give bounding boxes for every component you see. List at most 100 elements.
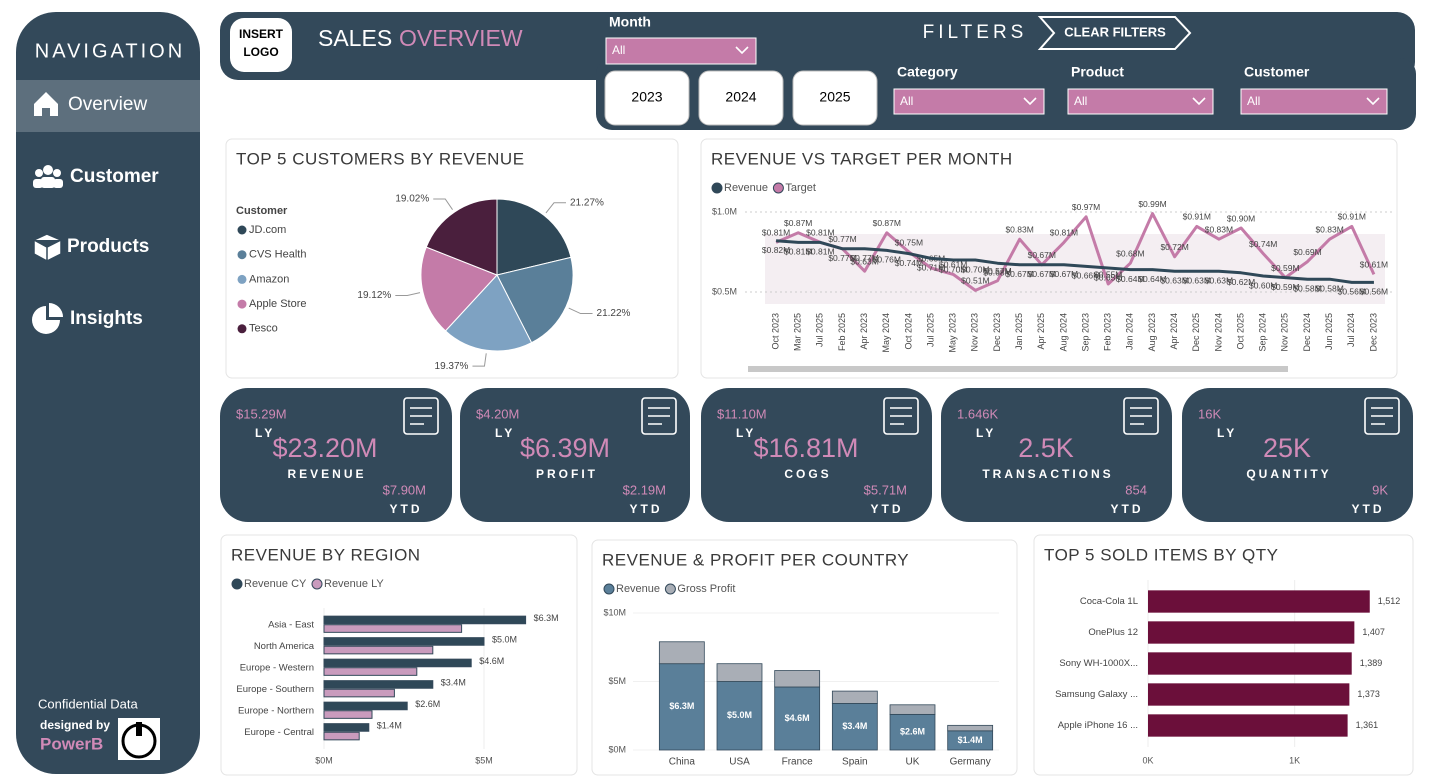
data-label: $0.77M: [828, 253, 856, 263]
chart-title: REVENUE BY REGION: [231, 545, 421, 564]
kpi-label: REVENUE: [287, 467, 366, 481]
bar-segment: [774, 686, 821, 751]
kpi-icon-detail: [1130, 407, 1152, 425]
home-icon: [34, 92, 58, 116]
bar-segment: [658, 641, 705, 665]
kpi-ytd-value: 854: [1125, 482, 1147, 497]
bar: [1148, 714, 1348, 737]
data-label: $0.58M: [1315, 283, 1343, 293]
y-tick-label: Europe - Northern: [238, 705, 314, 716]
kpi-label: COGS: [784, 467, 831, 481]
bar: [323, 723, 370, 732]
year-label: 2024: [725, 89, 756, 105]
nav-item[interactable]: Products: [67, 236, 149, 257]
y-tick-label: Europe - Central: [244, 727, 314, 738]
kpi-label: TRANSACTIONS: [982, 467, 1113, 481]
filter-label: Category: [897, 64, 958, 80]
x-tick-label: May 2024: [881, 313, 891, 353]
x-tick-label: Dec 2023: [992, 313, 1002, 352]
data-label: $0.67M: [1028, 269, 1056, 279]
data-label: $0.69M: [1293, 247, 1321, 257]
legend-label: Apple Store: [249, 298, 306, 310]
legend-marker: [311, 578, 323, 590]
x-tick-label: Sep 2023: [1080, 313, 1090, 352]
legend-marker: [231, 578, 243, 590]
y-tick-label: Coca-Cola 1L: [1080, 596, 1138, 607]
filter-label: Customer: [1244, 64, 1310, 80]
kpi-icon-detail: [410, 407, 432, 425]
nav-item[interactable]: Insights: [70, 308, 143, 329]
bar: [323, 731, 360, 741]
data-label: $0.81M: [784, 247, 812, 257]
customer-dropdown[interactable]: [1240, 88, 1388, 115]
x-tick-label: Jun 2025: [1324, 313, 1334, 350]
x-tick-label: Jul 2025: [815, 313, 825, 347]
data-label: $2.6M: [900, 727, 925, 737]
x-tick-label: Dec 2024: [1302, 313, 1312, 352]
year-button[interactable]: [698, 70, 784, 126]
pie-label: 21.27%: [570, 197, 604, 208]
year-button[interactable]: [792, 70, 878, 126]
kpi-value: $6.39M: [520, 433, 610, 463]
data-label: 1,389: [1360, 658, 1383, 668]
nav-item[interactable]: Overview: [68, 94, 147, 115]
legend-marker: [664, 583, 676, 595]
x-tick-label: $5M: [475, 755, 493, 765]
leader-line: [395, 292, 421, 297]
category-dropdown[interactable]: [893, 88, 1045, 115]
bar-segment: [889, 713, 936, 751]
kpi-card: [460, 388, 690, 522]
x-tick-label: Oct 2023: [770, 313, 780, 350]
scrollbar[interactable]: [748, 366, 1288, 372]
y-tick-label: Europe - Southern: [236, 684, 314, 695]
data-label: $3.4M: [441, 677, 466, 687]
chart-title: TOP 5 CUSTOMERS BY REVENUE: [236, 149, 525, 168]
kpi-ly-value: $15.29M: [236, 406, 287, 421]
bar: [323, 615, 527, 625]
nav-title: NAVIGATION: [35, 40, 185, 62]
clear-filters-button[interactable]: [1037, 16, 1192, 50]
bar: [323, 701, 408, 711]
kpi-ytd-label: YTD: [390, 502, 423, 516]
data-label: $0.58M: [1293, 283, 1321, 293]
legend-label: Revenue: [724, 182, 768, 194]
footer-text: designed by: [40, 718, 110, 732]
data-label: $0.83M: [1005, 224, 1033, 234]
bar: [323, 688, 395, 698]
brand-logo-bar: [136, 722, 142, 736]
month-dropdown[interactable]: [605, 37, 757, 65]
data-label: $0.67M: [1050, 269, 1078, 279]
data-label: $0.83M: [1315, 224, 1343, 234]
data-label: $0.57M: [983, 266, 1011, 276]
data-label: $0.90M: [1227, 213, 1255, 223]
year-button[interactable]: [604, 70, 690, 126]
bar: [1148, 621, 1355, 644]
leader-line: [568, 307, 593, 315]
chart-title: REVENUE & PROFIT PER COUNTRY: [602, 550, 909, 569]
kpi-ly-value: $11.10M: [717, 406, 767, 421]
data-label: 1,361: [1356, 720, 1379, 730]
pie-slice: [420, 246, 498, 332]
data-label: $0.55M: [1094, 269, 1122, 279]
kpi-card: [941, 388, 1172, 522]
kpi-ly-value: 1.646K: [957, 406, 999, 421]
dropdown-value: All: [612, 43, 625, 57]
legend-label: Revenue LY: [324, 578, 384, 590]
y-tick-label: Apple iPhone 16 ...: [1058, 720, 1138, 731]
data-label: $5.0M: [492, 634, 517, 644]
kpi-label: PROFIT: [536, 467, 598, 481]
product-dropdown[interactable]: [1067, 88, 1214, 115]
kpi-ytd-value: $7.90M: [383, 482, 426, 497]
legend-marker: [237, 299, 247, 309]
legend-marker: [237, 225, 247, 235]
bar-segment: [889, 704, 936, 715]
legend-label: Target: [785, 182, 816, 194]
page-title: SALES: [318, 25, 392, 51]
y-tick-label: North America: [254, 641, 315, 652]
data-label: $0.75M: [895, 237, 923, 247]
legend-label: Revenue CY: [244, 578, 307, 590]
nav-item[interactable]: Customer: [70, 166, 159, 187]
legend-label: Amazon: [249, 273, 289, 285]
kpi-ytd-label: YTD: [871, 502, 904, 516]
